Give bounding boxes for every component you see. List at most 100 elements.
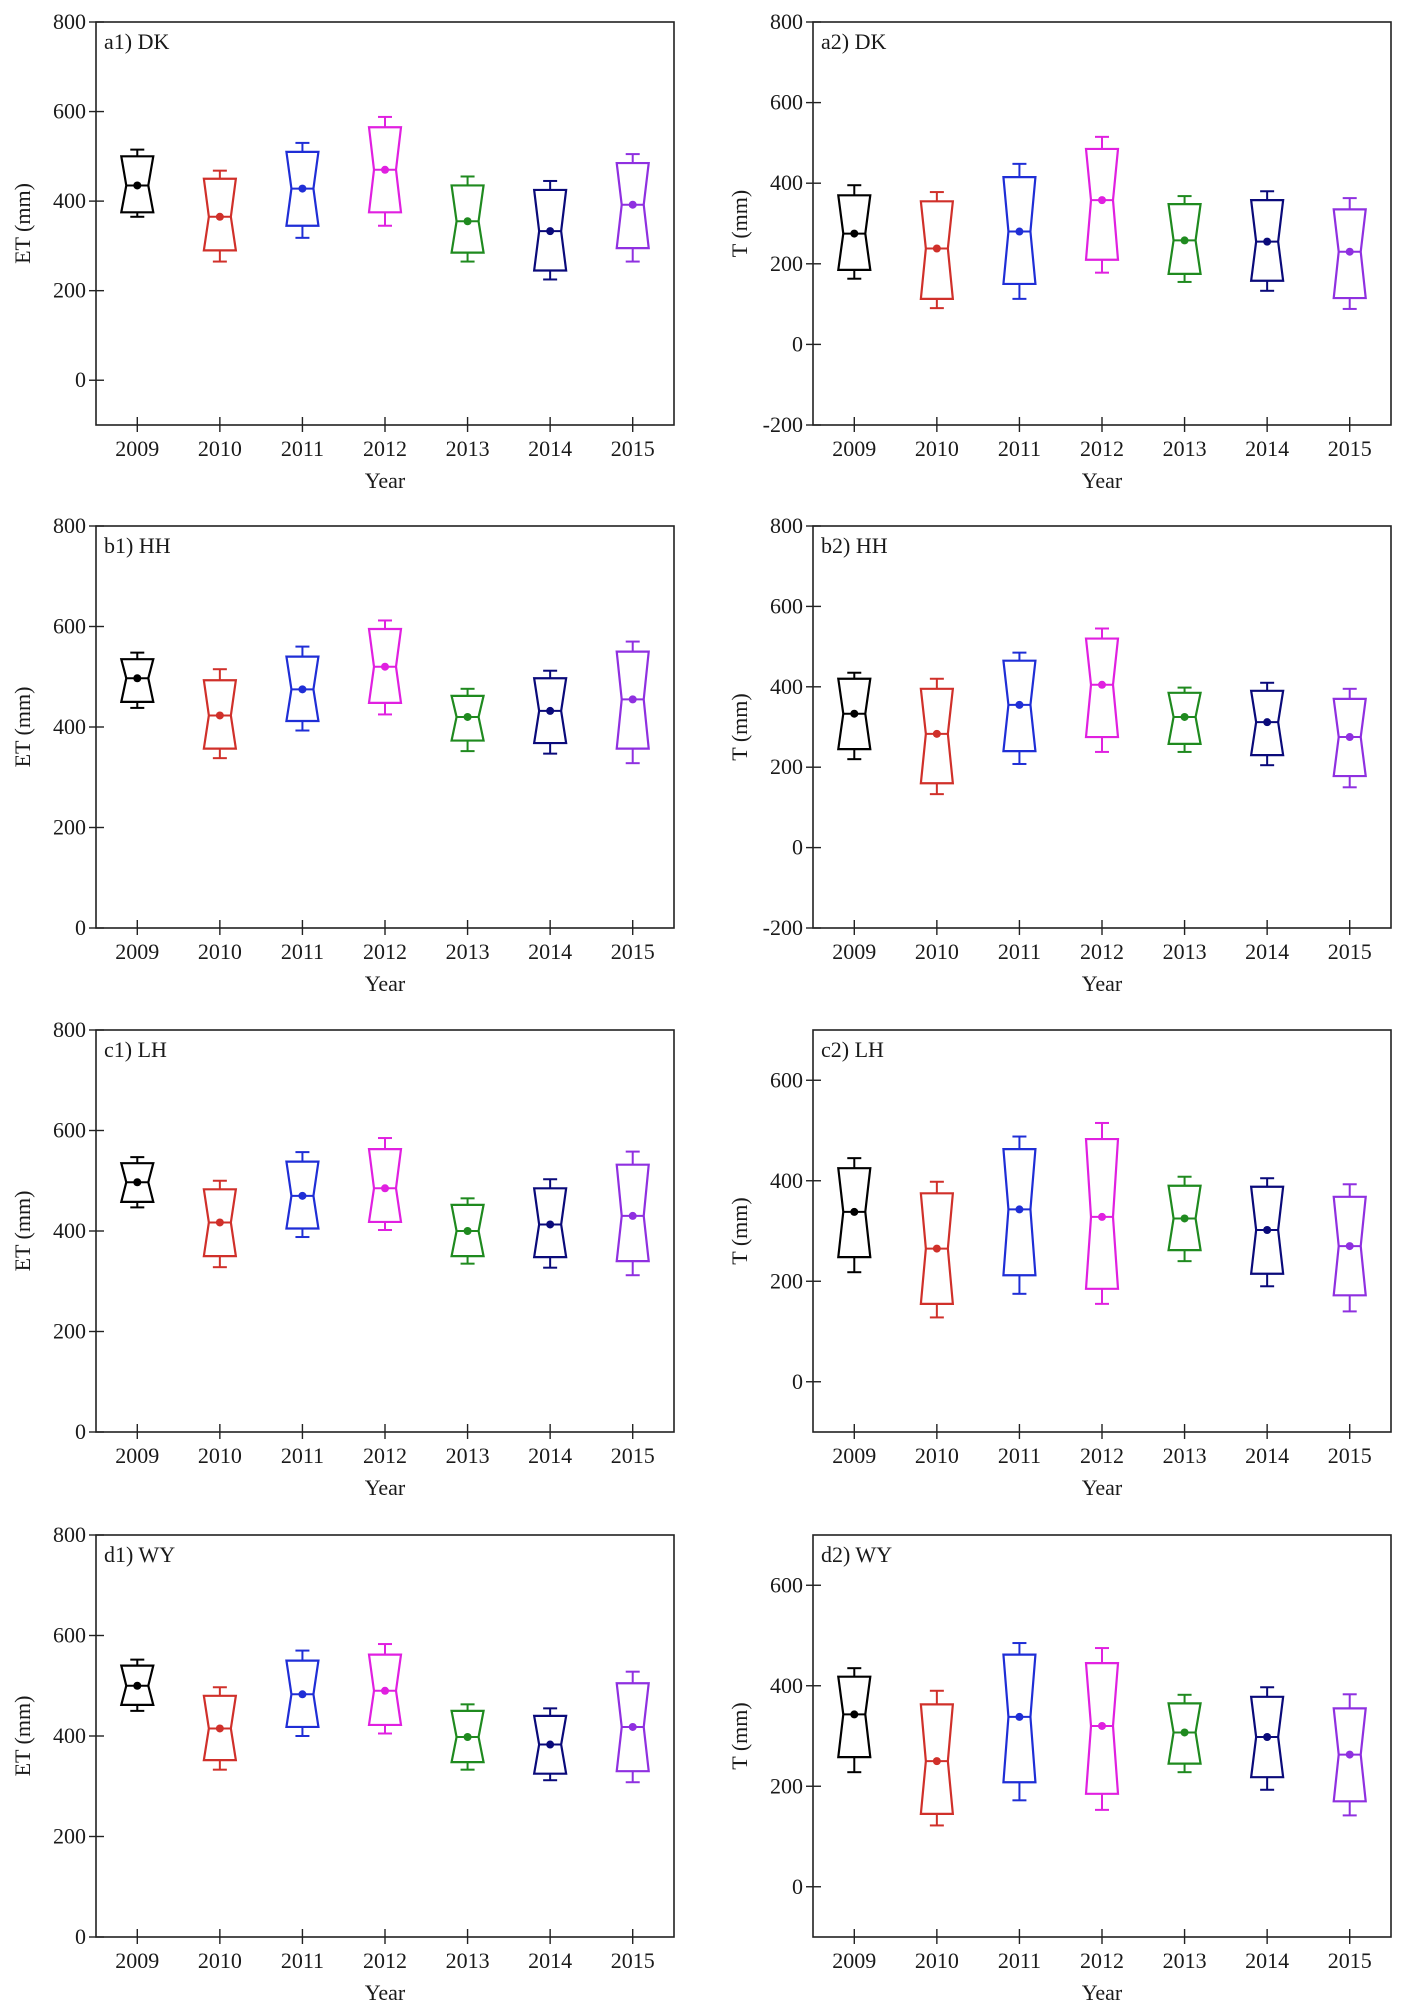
box-2009 — [119, 148, 155, 218]
plot-frame — [812, 1534, 1392, 1938]
y-tick-label: 200 — [770, 1773, 803, 1798]
median-marker — [298, 1690, 307, 1699]
x-tick-label: 2014 — [1245, 1443, 1289, 1468]
median-marker — [1263, 1225, 1272, 1234]
y-axis-label: T (mm) — [727, 1702, 752, 1769]
y-tick-label: 200 — [770, 251, 803, 276]
x-tick-label: 2012 — [1080, 1948, 1124, 1973]
box-2014 — [1249, 681, 1285, 767]
y-tick-label: 200 — [770, 754, 803, 779]
x-tick-label: 2009 — [115, 1443, 159, 1468]
panel-label: b2) HH — [821, 533, 888, 558]
y-tick-label: 200 — [53, 1824, 86, 1849]
x-tick-label: 2014 — [1245, 939, 1289, 964]
box-2014 — [532, 1178, 568, 1269]
x-tick-label: 2014 — [528, 939, 572, 964]
box-2011 — [285, 141, 320, 239]
x-tick-label: 2012 — [1080, 939, 1124, 964]
y-tick-label: 600 — [770, 1572, 803, 1597]
median-marker — [1015, 700, 1024, 709]
y-tick-label: 400 — [53, 1218, 86, 1243]
plot-frame — [812, 1029, 1392, 1433]
box-2013 — [450, 1703, 485, 1771]
box-body — [1084, 147, 1120, 261]
panel-2: -200 0 200 400 600 800 2009 2010 2011 2012 2013 201… — [727, 9, 1392, 493]
median-marker — [381, 165, 389, 174]
box-2015 — [615, 1150, 650, 1277]
median-marker — [381, 1184, 389, 1193]
median-marker — [850, 709, 859, 718]
x-axis-label: Year — [1082, 1475, 1123, 1500]
y-tick-label: 200 — [770, 1268, 803, 1293]
x-tick-label: 2015 — [1328, 1948, 1372, 1973]
x-tick-label: 2011 — [281, 1948, 324, 1973]
panel-label: c1) LH — [104, 1037, 167, 1062]
y-tick-label: 400 — [53, 188, 86, 213]
x-tick-label: 2013 — [446, 1443, 490, 1468]
y-tick-label: 800 — [53, 513, 86, 538]
y-tick-label: 200 — [53, 1319, 86, 1344]
median-marker — [215, 212, 224, 221]
y-axis-label: ET (mm) — [10, 1696, 35, 1777]
x-tick-label: 2015 — [1328, 1443, 1372, 1468]
panel-label: c2) LH — [821, 1037, 884, 1062]
x-tick-label: 2011 — [281, 1443, 324, 1468]
y-tick-label: 600 — [770, 593, 803, 618]
x-axis-label: Year — [365, 971, 406, 996]
median-marker — [932, 729, 941, 738]
x-tick-label: 2009 — [832, 1443, 876, 1468]
x-tick-label: 2009 — [832, 1948, 876, 1973]
x-tick-label: 2013 — [1163, 1443, 1207, 1468]
x-tick-label: 2012 — [363, 436, 407, 461]
median-marker — [1098, 1212, 1106, 1221]
y-tick-label: 800 — [770, 9, 803, 34]
box-2014 — [1249, 1686, 1285, 1791]
x-tick-label: 2014 — [1245, 436, 1289, 461]
y-tick-label: 200 — [53, 278, 86, 303]
median-marker — [850, 1710, 859, 1719]
box-2015 — [1332, 687, 1367, 789]
y-axis-label: T (mm) — [727, 693, 752, 760]
median-marker — [1263, 718, 1272, 727]
y-tick-label: -200 — [763, 915, 803, 940]
box-2013 — [1167, 1175, 1202, 1263]
x-tick-label: 2014 — [528, 436, 572, 461]
box-2011 — [285, 645, 320, 732]
median-marker — [1180, 1728, 1189, 1737]
box-2010 — [919, 677, 955, 796]
y-tick-label: 400 — [770, 1168, 803, 1193]
box-2010 — [919, 191, 955, 310]
median-marker — [546, 1220, 555, 1229]
x-tick-label: 2010 — [915, 939, 959, 964]
x-axis-label: Year — [1082, 971, 1123, 996]
y-tick-label: -200 — [763, 412, 803, 437]
median-marker — [1098, 1721, 1106, 1730]
box-2011 — [1002, 162, 1037, 300]
x-tick-label: 2010 — [915, 1443, 959, 1468]
x-tick-label: 2011 — [998, 939, 1041, 964]
box-2015 — [1332, 197, 1367, 310]
median-marker — [463, 1227, 472, 1235]
box-2009 — [119, 651, 155, 709]
median-marker — [215, 711, 224, 720]
x-axis-label: Year — [1082, 468, 1123, 493]
x-tick-label: 2012 — [1080, 1443, 1124, 1468]
median-marker — [298, 685, 307, 694]
x-tick-label: 2011 — [998, 436, 1041, 461]
box-2012 — [367, 619, 403, 716]
x-tick-label: 2014 — [528, 1948, 572, 1973]
x-tick-label: 2015 — [611, 1443, 655, 1468]
box-2013 — [450, 687, 485, 753]
panel-4: -200 0 200 400 600 800 2009 2010 2011 2012 2013 201… — [727, 513, 1392, 996]
y-axis-label: T (mm) — [727, 1197, 752, 1264]
x-tick-label: 2009 — [832, 436, 876, 461]
y-tick-label: 0 — [792, 835, 803, 860]
box-2010 — [919, 1689, 955, 1827]
box-2011 — [285, 1151, 320, 1239]
x-tick-label: 2010 — [198, 939, 242, 964]
x-tick-label: 2012 — [1080, 436, 1124, 461]
box-2013 — [1167, 195, 1202, 283]
median-marker — [932, 244, 941, 253]
y-tick-label: 600 — [770, 1067, 803, 1092]
